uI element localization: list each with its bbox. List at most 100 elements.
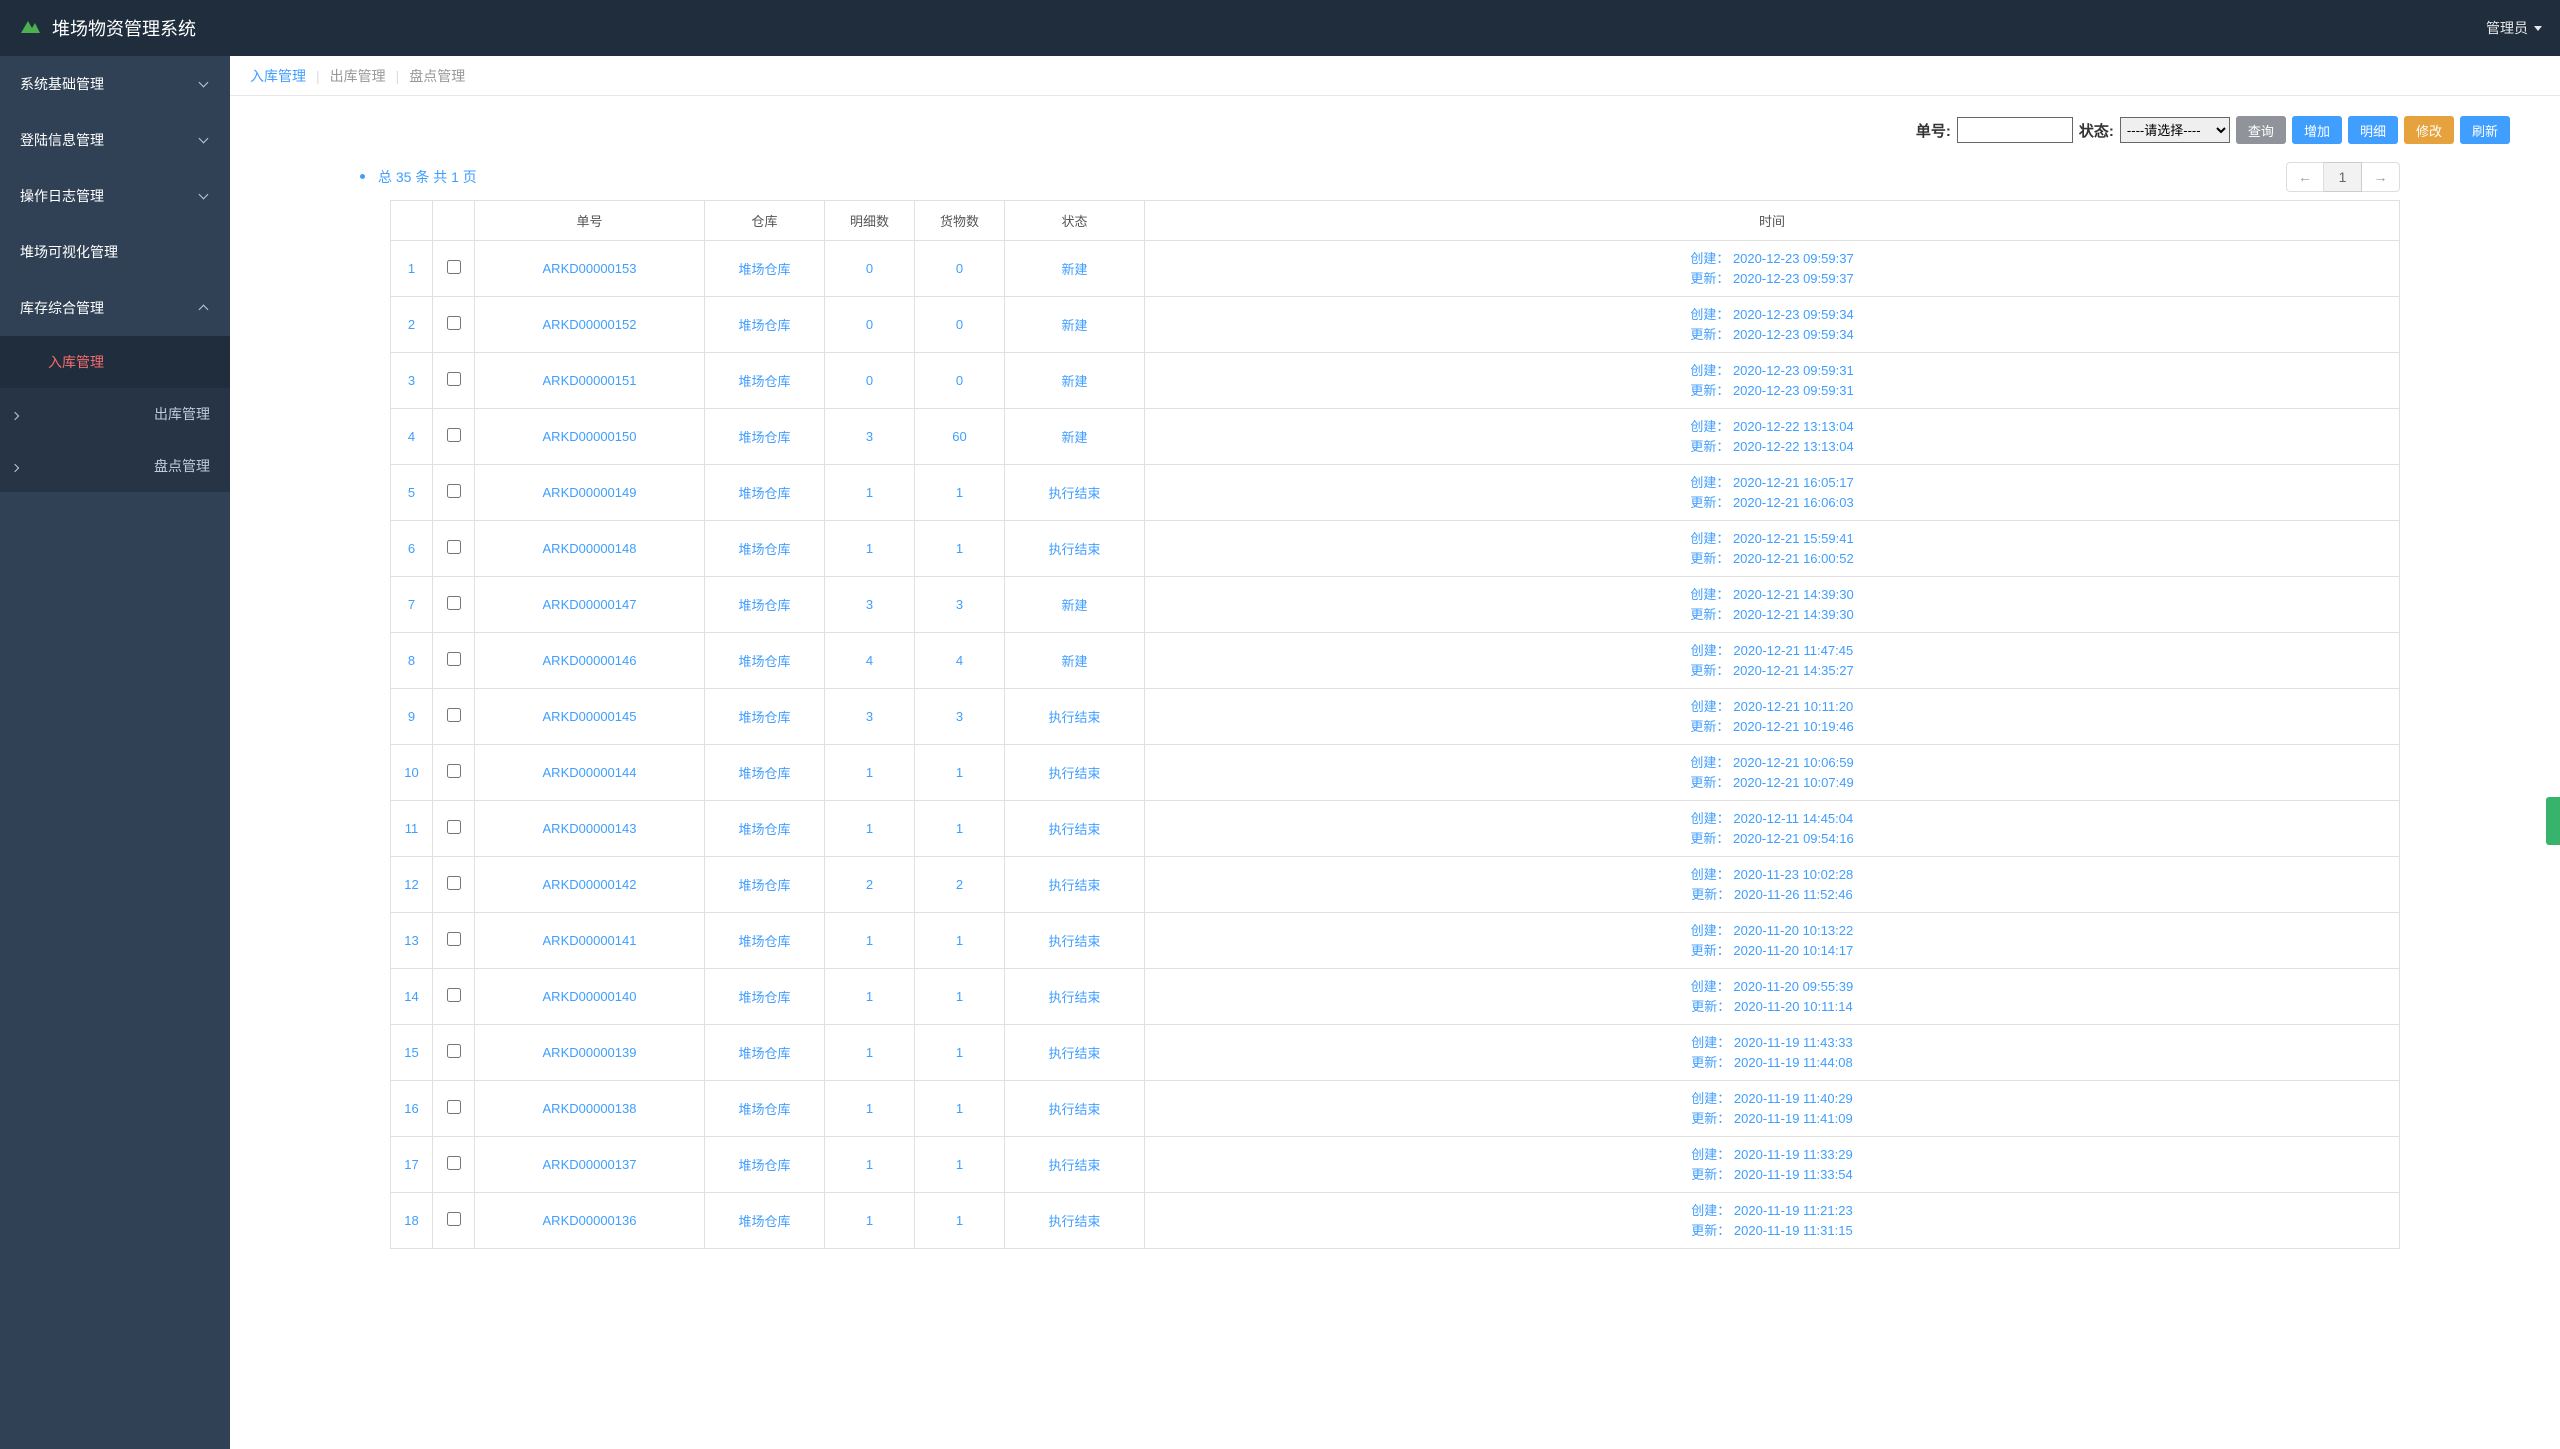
user-menu[interactable]: 管理员 — [2486, 18, 2542, 38]
cell-detail-count: 1 — [825, 1137, 915, 1193]
tab-outbound[interactable]: 出库管理 — [330, 66, 386, 86]
sidebar-subitem-inbound[interactable]: 入库管理 — [0, 336, 230, 388]
row-checkbox[interactable] — [447, 372, 461, 386]
table-row[interactable]: 10ARKD00000144堆场仓库11执行结束创建： 2020-12-21 1… — [391, 745, 2400, 801]
status-select[interactable]: ----请选择---- — [2120, 117, 2230, 143]
sidebar-item-inventory[interactable]: 库存综合管理 — [0, 280, 230, 336]
side-tab-icon[interactable] — [2546, 797, 2560, 845]
cell-detail-count: 3 — [825, 689, 915, 745]
tab-inbound[interactable]: 入库管理 — [250, 66, 306, 86]
table-row[interactable]: 9ARKD00000145堆场仓库33执行结束创建： 2020-12-21 10… — [391, 689, 2400, 745]
cell-status: 执行结束 — [1005, 465, 1145, 521]
chevron-down-icon — [200, 191, 210, 201]
user-name: 管理员 — [2486, 18, 2528, 38]
row-checkbox[interactable] — [447, 708, 461, 722]
table-row[interactable]: 16ARKD00000138堆场仓库11执行结束创建： 2020-11-19 1… — [391, 1081, 2400, 1137]
sidebar-item-visualization[interactable]: 堆场可视化管理 — [0, 224, 230, 280]
cell-status: 新建 — [1005, 577, 1145, 633]
row-checkbox[interactable] — [447, 764, 461, 778]
col-goods-count: 货物数 — [915, 201, 1005, 241]
tab-separator: | — [396, 68, 400, 84]
row-checkbox[interactable] — [447, 484, 461, 498]
cell-detail-count: 2 — [825, 857, 915, 913]
chevron-up-icon — [200, 303, 210, 313]
cell-goods-count: 60 — [915, 409, 1005, 465]
table-row[interactable]: 15ARKD00000139堆场仓库11执行结束创建： 2020-11-19 1… — [391, 1025, 2400, 1081]
cell-goods-count: 4 — [915, 633, 1005, 689]
cell-warehouse: 堆场仓库 — [705, 857, 825, 913]
row-checkbox[interactable] — [447, 932, 461, 946]
table-row[interactable]: 14ARKD00000140堆场仓库11执行结束创建： 2020-11-20 0… — [391, 969, 2400, 1025]
sidebar-item-login-info[interactable]: 登陆信息管理 — [0, 112, 230, 168]
cell-goods-count: 1 — [915, 913, 1005, 969]
sidebar-subitem-stocktake[interactable]: 盘点管理 — [0, 440, 230, 492]
table-row[interactable]: 7ARKD00000147堆场仓库33新建创建： 2020-12-21 14:3… — [391, 577, 2400, 633]
add-button[interactable]: 增加 — [2292, 116, 2342, 144]
sidebar-item-system[interactable]: 系统基础管理 — [0, 56, 230, 112]
table-row[interactable]: 11ARKD00000143堆场仓库11执行结束创建： 2020-12-11 1… — [391, 801, 2400, 857]
row-checkbox[interactable] — [447, 1100, 461, 1114]
cell-detail-count: 0 — [825, 353, 915, 409]
query-button[interactable]: 查询 — [2236, 116, 2286, 144]
row-checkbox[interactable] — [447, 1212, 461, 1226]
cell-detail-count: 1 — [825, 745, 915, 801]
cell-time: 创建： 2020-11-19 11:40:29更新： 2020-11-19 11… — [1145, 1081, 2400, 1137]
cell-status: 新建 — [1005, 241, 1145, 297]
pager-page-1[interactable]: 1 — [2324, 162, 2362, 192]
col-warehouse: 仓库 — [705, 201, 825, 241]
table-row[interactable]: 18ARKD00000136堆场仓库11执行结束创建： 2020-11-19 1… — [391, 1193, 2400, 1249]
cell-index: 18 — [391, 1193, 433, 1249]
cell-goods-count: 1 — [915, 1193, 1005, 1249]
cell-index: 12 — [391, 857, 433, 913]
cell-time: 创建： 2020-11-19 11:43:33更新： 2020-11-19 11… — [1145, 1025, 2400, 1081]
chevron-right-icon — [12, 458, 18, 474]
row-checkbox[interactable] — [447, 652, 461, 666]
detail-button[interactable]: 明细 — [2348, 116, 2398, 144]
cell-time: 创建： 2020-12-21 15:59:41更新： 2020-12-21 16… — [1145, 521, 2400, 577]
cell-warehouse: 堆场仓库 — [705, 1193, 825, 1249]
cell-detail-count: 1 — [825, 1193, 915, 1249]
refresh-button[interactable]: 刷新 — [2460, 116, 2510, 144]
edit-button[interactable]: 修改 — [2404, 116, 2454, 144]
table-row[interactable]: 1ARKD00000153堆场仓库00新建创建： 2020-12-23 09:5… — [391, 241, 2400, 297]
row-checkbox[interactable] — [447, 260, 461, 274]
cell-goods-count: 3 — [915, 689, 1005, 745]
table-row[interactable]: 17ARKD00000137堆场仓库11执行结束创建： 2020-11-19 1… — [391, 1137, 2400, 1193]
cell-status: 新建 — [1005, 633, 1145, 689]
cell-checkbox — [433, 857, 475, 913]
table-row[interactable]: 13ARKD00000141堆场仓库11执行结束创建： 2020-11-20 1… — [391, 913, 2400, 969]
cell-index: 6 — [391, 521, 433, 577]
cell-order: ARKD00000139 — [475, 1025, 705, 1081]
sidebar-subitem-outbound[interactable]: 出库管理 — [0, 388, 230, 440]
row-checkbox[interactable] — [447, 1044, 461, 1058]
order-input[interactable] — [1957, 117, 2073, 143]
row-checkbox[interactable] — [447, 316, 461, 330]
row-checkbox[interactable] — [447, 540, 461, 554]
pager: ← 1 → — [2286, 162, 2400, 192]
row-checkbox[interactable] — [447, 428, 461, 442]
cell-goods-count: 1 — [915, 801, 1005, 857]
sidebar-subitem-label: 盘点管理 — [154, 456, 210, 476]
pager-prev[interactable]: ← — [2286, 162, 2324, 192]
sidebar-item-oplog[interactable]: 操作日志管理 — [0, 168, 230, 224]
cell-warehouse: 堆场仓库 — [705, 633, 825, 689]
pager-next[interactable]: → — [2362, 162, 2400, 192]
table-row[interactable]: 12ARKD00000142堆场仓库22执行结束创建： 2020-11-23 1… — [391, 857, 2400, 913]
table-row[interactable]: 4ARKD00000150堆场仓库360新建创建： 2020-12-22 13:… — [391, 409, 2400, 465]
table-row[interactable]: 5ARKD00000149堆场仓库11执行结束创建： 2020-12-21 16… — [391, 465, 2400, 521]
cell-detail-count: 1 — [825, 1081, 915, 1137]
cell-detail-count: 1 — [825, 465, 915, 521]
tab-stocktake[interactable]: 盘点管理 — [409, 66, 465, 86]
table-row[interactable]: 6ARKD00000148堆场仓库11执行结束创建： 2020-12-21 15… — [391, 521, 2400, 577]
row-checkbox[interactable] — [447, 820, 461, 834]
table-row[interactable]: 3ARKD00000151堆场仓库00新建创建： 2020-12-23 09:5… — [391, 353, 2400, 409]
cell-status: 执行结束 — [1005, 689, 1145, 745]
row-checkbox[interactable] — [447, 988, 461, 1002]
row-checkbox[interactable] — [447, 1156, 461, 1170]
cell-order: ARKD00000147 — [475, 577, 705, 633]
row-checkbox[interactable] — [447, 876, 461, 890]
row-checkbox[interactable] — [447, 596, 461, 610]
cell-warehouse: 堆场仓库 — [705, 913, 825, 969]
table-row[interactable]: 2ARKD00000152堆场仓库00新建创建： 2020-12-23 09:5… — [391, 297, 2400, 353]
table-row[interactable]: 8ARKD00000146堆场仓库44新建创建： 2020-12-21 11:4… — [391, 633, 2400, 689]
